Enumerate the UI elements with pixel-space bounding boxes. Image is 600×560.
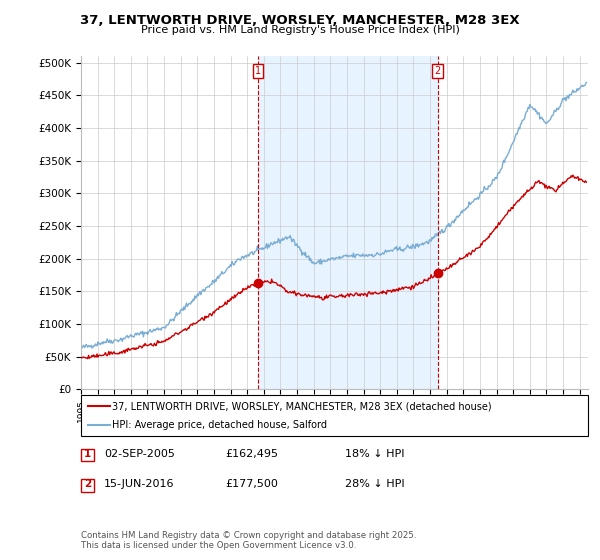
Text: 37, LENTWORTH DRIVE, WORSLEY, MANCHESTER, M28 3EX (detached house): 37, LENTWORTH DRIVE, WORSLEY, MANCHESTER… bbox=[112, 402, 492, 411]
Text: 28% ↓ HPI: 28% ↓ HPI bbox=[345, 479, 404, 489]
Text: 1: 1 bbox=[256, 66, 262, 76]
Text: 2: 2 bbox=[434, 66, 440, 76]
Text: 02-SEP-2005: 02-SEP-2005 bbox=[104, 449, 175, 459]
Text: 1: 1 bbox=[84, 449, 91, 459]
Text: 15-JUN-2016: 15-JUN-2016 bbox=[104, 479, 175, 489]
Text: 2: 2 bbox=[84, 479, 91, 489]
Text: HPI: Average price, detached house, Salford: HPI: Average price, detached house, Salf… bbox=[112, 420, 327, 430]
Bar bbox=[259, 56, 437, 389]
Text: £177,500: £177,500 bbox=[225, 479, 278, 489]
Text: Price paid vs. HM Land Registry's House Price Index (HPI): Price paid vs. HM Land Registry's House … bbox=[140, 25, 460, 35]
Text: £162,495: £162,495 bbox=[225, 449, 278, 459]
Text: Contains HM Land Registry data © Crown copyright and database right 2025.
This d: Contains HM Land Registry data © Crown c… bbox=[81, 530, 416, 550]
Text: 18% ↓ HPI: 18% ↓ HPI bbox=[345, 449, 404, 459]
Text: 37, LENTWORTH DRIVE, WORSLEY, MANCHESTER, M28 3EX: 37, LENTWORTH DRIVE, WORSLEY, MANCHESTER… bbox=[80, 14, 520, 27]
